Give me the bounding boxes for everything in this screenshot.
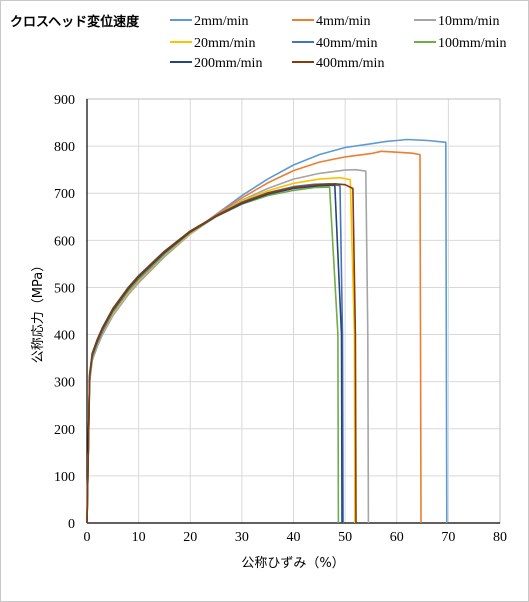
- legend-title: クロスヘッド変位速度: [10, 14, 140, 30]
- x-tick-label: 0: [84, 530, 91, 545]
- x-axis-title: 公称ひずみ（%）: [241, 556, 344, 571]
- y-tick-label: 800: [54, 140, 75, 155]
- series-line-400mm-per-min: [86, 183, 357, 524]
- legend-label: 200mm/min: [194, 56, 262, 71]
- x-tick-label: 50: [338, 530, 352, 545]
- legend: 2mm/min 4mm/min 10mm/min 20mm/min 40mm/min 10…: [170, 14, 506, 71]
- x-tick-label: 30: [235, 530, 249, 545]
- x-tick-label: 60: [390, 530, 404, 545]
- x-tick-label: 40: [287, 530, 301, 545]
- x-tick-label: 20: [183, 530, 197, 545]
- y-tick-label: 0: [68, 517, 75, 532]
- tick-labels: 0 10 20 30 40 50 60 70 8001002003004005006007008…: [54, 93, 507, 545]
- legend-label: 2mm/min: [194, 14, 248, 29]
- gridlines: [87, 99, 500, 523]
- series-lines: [86, 138, 448, 524]
- y-tick-label: 100: [54, 470, 75, 485]
- y-tick-label: 900: [54, 93, 75, 108]
- x-tick-label: 80: [493, 530, 507, 545]
- y-tick-label: 700: [54, 187, 75, 202]
- y-tick-label: 600: [54, 234, 75, 249]
- legend-label: 40mm/min: [316, 36, 377, 51]
- legend-label: 10mm/min: [438, 14, 499, 29]
- legend-label: 4mm/min: [316, 14, 370, 29]
- legend-label: 400mm/min: [316, 56, 384, 71]
- legend-label: 100mm/min: [438, 36, 506, 51]
- legend-label: 20mm/min: [194, 36, 255, 51]
- y-tick-label: 200: [54, 423, 75, 438]
- y-tick-label: 300: [54, 376, 75, 391]
- y-tick-label: 500: [54, 281, 75, 296]
- y-axis-title: 公称応力（MPa）: [31, 259, 46, 363]
- x-tick-label: 10: [132, 530, 146, 545]
- x-tick-label: 70: [441, 530, 455, 545]
- plot-border: [86, 98, 501, 524]
- y-tick-label: 400: [54, 329, 75, 344]
